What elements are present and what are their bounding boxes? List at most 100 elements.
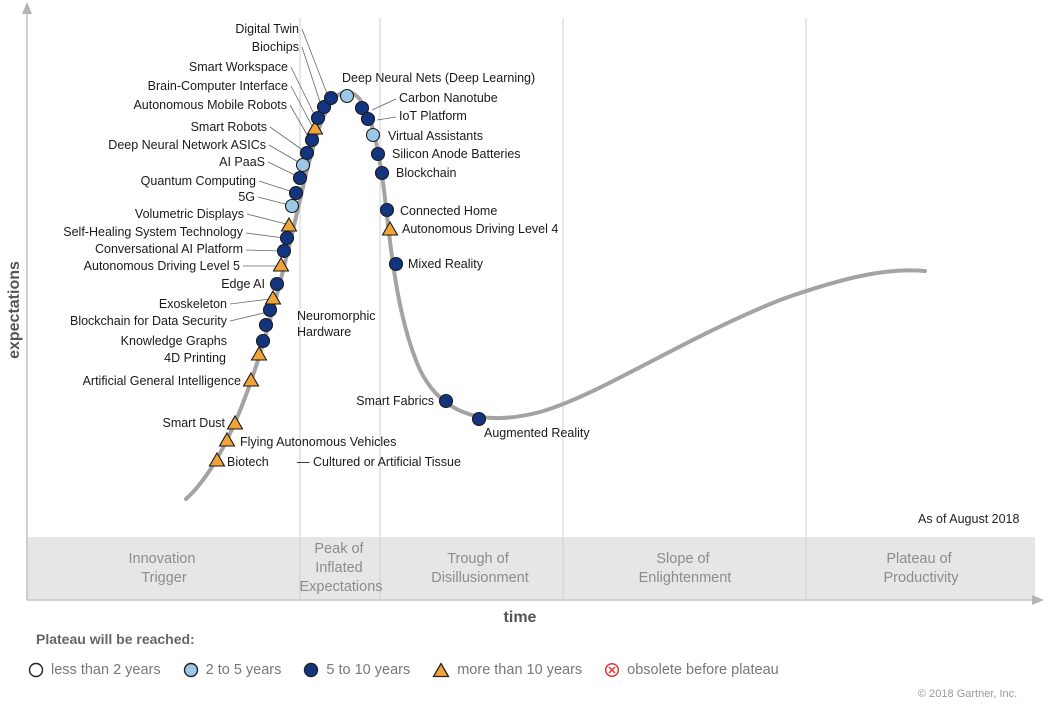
leader-line bbox=[257, 196, 290, 206]
point-label: Edge AI bbox=[221, 277, 265, 291]
circle-marker bbox=[354, 100, 370, 116]
point-label: Deep Neural Network ASICs bbox=[108, 138, 266, 152]
triangle-marker bbox=[306, 119, 324, 135]
legend-item-gt10: more than 10 years bbox=[432, 662, 582, 678]
triangle-marker bbox=[264, 289, 282, 305]
leader-line bbox=[245, 249, 282, 252]
point-label: Conversational AI Platform bbox=[95, 242, 243, 256]
point-label: Smart Robots bbox=[191, 120, 267, 134]
point-label: Digital Twin bbox=[235, 22, 299, 36]
circle-marker bbox=[255, 333, 271, 349]
leader-line bbox=[267, 161, 298, 177]
point-label: Artificial General Intelligence bbox=[83, 374, 241, 388]
point-label: Smart Dust bbox=[162, 416, 225, 430]
phase-band bbox=[27, 537, 1035, 599]
legend-label: more than 10 years bbox=[457, 662, 583, 678]
point-label: Smart Fabrics bbox=[356, 394, 434, 408]
legend-item-lt2: less than 2 years bbox=[28, 662, 161, 678]
legend-label: obsolete before plateau bbox=[627, 662, 779, 678]
point-label: Deep Neural Nets (Deep Learning) bbox=[342, 71, 535, 85]
circle-marker bbox=[388, 256, 404, 272]
leader-line bbox=[258, 180, 294, 193]
phase-label: Peak of Inflated Expectations bbox=[299, 541, 382, 595]
point-label: Autonomous Driving Level 5 bbox=[84, 259, 240, 273]
circle-marker bbox=[323, 90, 339, 106]
circle-marker bbox=[360, 111, 376, 127]
point-label: Biochips bbox=[252, 40, 299, 54]
point-label: Brain-Computer Interface bbox=[148, 79, 288, 93]
legend-title: Plateau will be reached: bbox=[36, 631, 195, 647]
phase-label: Plateau of Productivity bbox=[884, 551, 960, 586]
circle-marker bbox=[299, 145, 315, 161]
triangle-marker bbox=[226, 414, 244, 430]
point-label: IoT Platform bbox=[399, 109, 467, 123]
point-label: Neuromorphic Hardware bbox=[297, 309, 376, 339]
point-label: Self-Healing System Technology bbox=[63, 225, 243, 239]
circle-marker bbox=[295, 157, 311, 173]
circle-marker bbox=[276, 243, 292, 259]
triangle-marker bbox=[250, 345, 268, 361]
triangle-marker bbox=[218, 431, 236, 447]
leader-line bbox=[371, 98, 397, 111]
circle-marker bbox=[262, 302, 278, 318]
triangle-marker bbox=[272, 256, 290, 272]
point-label: Volumetric Displays bbox=[135, 207, 244, 221]
leader-line bbox=[229, 311, 269, 322]
leader-line bbox=[290, 66, 316, 117]
red-x-circle-icon bbox=[605, 662, 620, 678]
point-label: Connected Home bbox=[400, 204, 497, 218]
point-label: Exoskeleton bbox=[159, 297, 227, 311]
as-of-date: As of August 2018 bbox=[918, 512, 1020, 526]
point-label: Blockchain bbox=[396, 166, 456, 180]
circle-marker bbox=[258, 317, 274, 333]
leader-line bbox=[376, 116, 397, 121]
white-circle-icon bbox=[28, 662, 44, 678]
markers bbox=[208, 88, 487, 467]
circle-marker bbox=[310, 110, 326, 126]
circle-marker bbox=[365, 127, 381, 143]
triangle-marker bbox=[242, 371, 260, 387]
point-label: Silicon Anode Batteries bbox=[392, 147, 521, 161]
point-label: Autonomous Mobile Robots bbox=[133, 98, 287, 112]
leader-line bbox=[289, 104, 310, 139]
point-label: Biotech — Cultured or Artificial Tissue bbox=[227, 455, 461, 469]
circle-marker bbox=[304, 132, 320, 148]
light-blue-circle-icon bbox=[183, 662, 198, 678]
point-label: Knowledge Graphs bbox=[121, 334, 227, 348]
leader-line bbox=[245, 232, 285, 239]
point-label: Autonomous Driving Level 4 bbox=[402, 222, 558, 236]
triangle-marker bbox=[381, 220, 399, 236]
phase-label: Innovation Trigger bbox=[129, 551, 200, 586]
x-axis-arrow bbox=[1032, 595, 1044, 605]
point-label: Blockchain for Data Security bbox=[70, 314, 228, 328]
point-label: 5G bbox=[238, 190, 255, 204]
legend-label: less than 2 years bbox=[51, 662, 161, 678]
circle-marker bbox=[288, 185, 304, 201]
circle-marker bbox=[269, 276, 285, 292]
legend: less than 2 years 2 to 5 years 5 to 10 y… bbox=[28, 662, 801, 678]
leader-lines bbox=[229, 28, 397, 322]
circle-marker bbox=[370, 146, 386, 162]
circle-marker bbox=[339, 88, 355, 104]
leader-line bbox=[229, 298, 271, 305]
leader-line bbox=[268, 144, 301, 164]
leader-line bbox=[301, 46, 322, 106]
x-axis-title: time bbox=[504, 609, 537, 626]
circle-marker bbox=[279, 230, 295, 246]
point-label: Smart Workspace bbox=[189, 60, 288, 74]
y-axis-arrow bbox=[22, 2, 32, 14]
circle-marker bbox=[438, 393, 454, 409]
legend-item-5to10: 5 to 10 years bbox=[303, 662, 410, 678]
point-label: Virtual Assistants bbox=[388, 129, 483, 143]
circle-marker bbox=[292, 170, 308, 186]
y-axis-title: expectations bbox=[6, 261, 23, 359]
phase-label: Slope of Enlightenment bbox=[639, 551, 732, 586]
leader-line bbox=[269, 126, 305, 152]
point-label: Quantum Computing bbox=[141, 174, 256, 188]
legend-item-2to5: 2 to 5 years bbox=[183, 662, 281, 678]
point-label: Mixed Reality bbox=[408, 257, 484, 271]
legend-item-obs: obsolete before plateau bbox=[604, 662, 779, 678]
point-label: Flying Autonomous Vehicles bbox=[240, 435, 396, 449]
legend-label: 5 to 10 years bbox=[326, 662, 411, 678]
point-label: 4D Printing bbox=[164, 351, 226, 365]
